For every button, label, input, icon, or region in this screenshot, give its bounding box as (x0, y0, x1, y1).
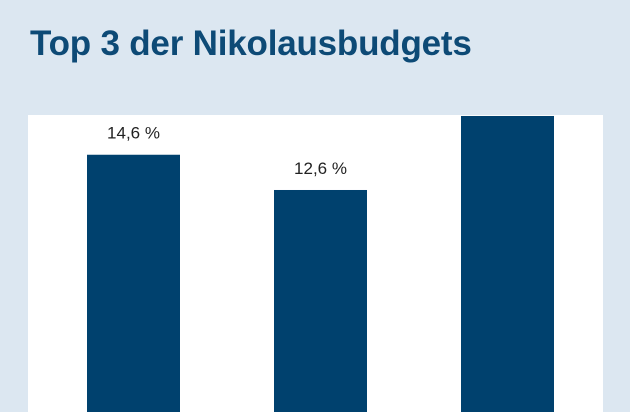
bar-3 (461, 115, 554, 412)
chart-title: Top 3 der Nikolausbudgets (30, 24, 472, 63)
bar-value-label-2: 12,6 % (294, 159, 347, 178)
chart-panel: 14,6 %12,6 %16,8 % (28, 115, 603, 412)
bar-1 (87, 154, 180, 412)
bar-value-label-1: 14,6 % (107, 124, 160, 143)
bar-chart: 14,6 %12,6 %16,8 % (87, 115, 554, 412)
bar-2 (274, 189, 367, 412)
